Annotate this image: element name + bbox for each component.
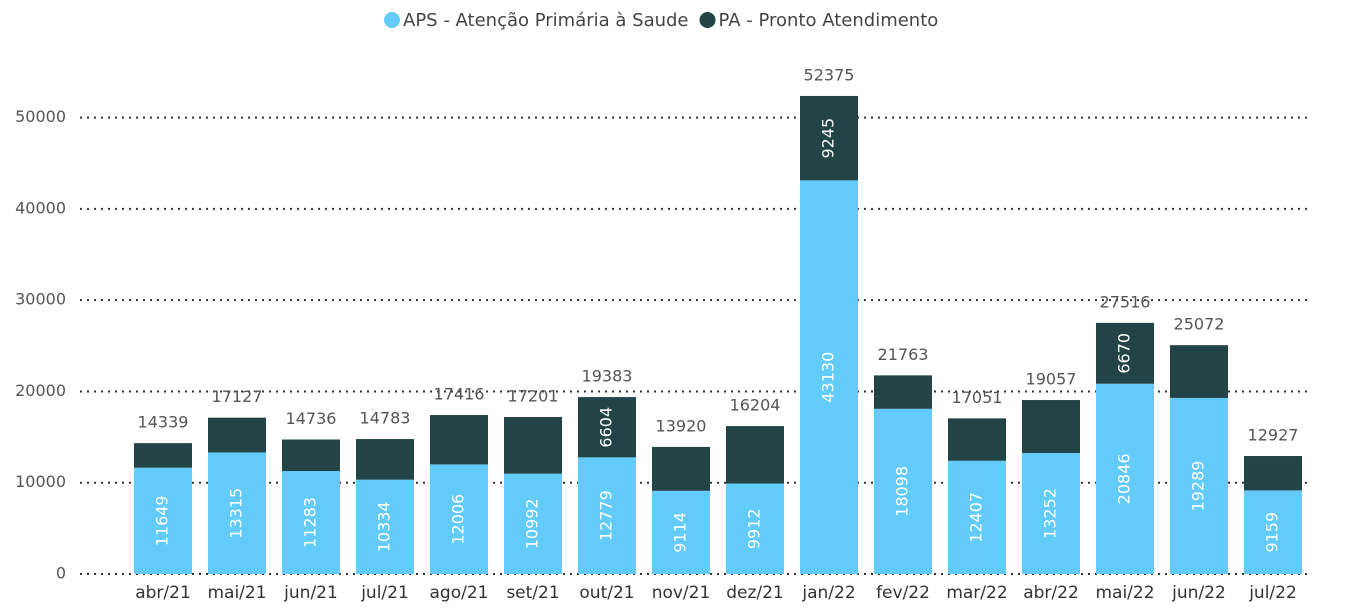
bar-segment bbox=[208, 417, 266, 453]
bar-segment bbox=[726, 426, 784, 484]
bar-segment bbox=[874, 375, 932, 409]
legend-label: PA - Pronto Atendimento bbox=[719, 10, 939, 31]
legend-marker bbox=[699, 12, 716, 28]
x-tick-label: ago/21 bbox=[430, 583, 489, 603]
x-tick-label: nov/21 bbox=[652, 583, 711, 603]
total-label: 12927 bbox=[1248, 426, 1299, 445]
bar-segment bbox=[356, 439, 414, 480]
bar-segment bbox=[1022, 453, 1080, 574]
x-tick-label: set/21 bbox=[506, 583, 559, 603]
bar-segment bbox=[208, 452, 266, 574]
y-tick-label: 40000 bbox=[15, 198, 66, 217]
y-tick-label: 30000 bbox=[15, 290, 66, 309]
bar-segment bbox=[1170, 397, 1228, 574]
x-tick-label: mai/22 bbox=[1095, 583, 1154, 603]
data-label: 43130 bbox=[819, 352, 838, 403]
bar-segment bbox=[430, 464, 488, 574]
total-label: 14736 bbox=[286, 409, 337, 428]
x-tick-label: jan/22 bbox=[801, 583, 855, 603]
data-label: 18098 bbox=[893, 466, 912, 517]
total-label: 19383 bbox=[582, 367, 633, 386]
total-label: 27516 bbox=[1100, 292, 1151, 311]
bar-segment bbox=[504, 473, 562, 574]
data-label: 12407 bbox=[967, 492, 986, 543]
data-label: 9912 bbox=[745, 508, 764, 549]
bar-segment bbox=[726, 483, 784, 574]
x-tick-label: jul/21 bbox=[360, 583, 409, 603]
y-tick-label: 0 bbox=[56, 564, 66, 583]
total-label: 19057 bbox=[1026, 370, 1077, 389]
bar-segment bbox=[430, 415, 488, 465]
bar-segment bbox=[1170, 345, 1228, 398]
x-tick-label: mar/22 bbox=[946, 583, 1007, 603]
data-label: 20846 bbox=[1115, 453, 1134, 504]
data-label: 12006 bbox=[449, 494, 468, 545]
data-label: 6670 bbox=[1115, 333, 1134, 374]
data-label: 13252 bbox=[1041, 488, 1060, 539]
total-label: 17201 bbox=[508, 387, 559, 406]
x-tick-label: jun/22 bbox=[1171, 583, 1226, 603]
bar-segment bbox=[1244, 456, 1302, 491]
bar-segment bbox=[356, 479, 414, 574]
bar-segment bbox=[874, 408, 932, 574]
total-label: 25072 bbox=[1174, 315, 1225, 334]
bar-segment bbox=[134, 467, 192, 574]
legend-label: APS - Atenção Primária à Saude bbox=[403, 10, 689, 31]
x-tick-label: out/21 bbox=[579, 583, 634, 603]
bar-segment bbox=[800, 180, 858, 574]
y-tick-label: 50000 bbox=[15, 107, 66, 126]
total-label: 17416 bbox=[434, 385, 485, 404]
data-label: 11283 bbox=[301, 497, 320, 548]
data-label: 9245 bbox=[819, 118, 838, 159]
x-tick-label: fev/22 bbox=[876, 583, 930, 603]
data-label: 6604 bbox=[597, 407, 616, 448]
bar-segment bbox=[282, 439, 340, 472]
data-label: 10992 bbox=[523, 498, 542, 549]
x-tick-label: mai/21 bbox=[207, 583, 266, 603]
total-label: 52375 bbox=[804, 65, 855, 84]
x-tick-label: abr/21 bbox=[135, 583, 191, 603]
bar-segment bbox=[1244, 490, 1302, 574]
data-label: 10334 bbox=[375, 501, 394, 552]
x-tick-label: jul/22 bbox=[1248, 583, 1297, 603]
total-label: 14339 bbox=[138, 413, 189, 432]
bar-segment bbox=[948, 460, 1006, 574]
bar-segment bbox=[652, 490, 710, 574]
bar-segment bbox=[1096, 383, 1154, 574]
total-label: 16204 bbox=[730, 396, 781, 415]
bar-segment bbox=[1022, 400, 1080, 454]
bar-segment bbox=[1096, 322, 1154, 384]
bar-segment bbox=[800, 95, 858, 181]
total-label: 17127 bbox=[212, 387, 263, 406]
x-tick-label: jun/21 bbox=[283, 583, 338, 603]
total-label: 17051 bbox=[952, 388, 1003, 407]
data-label: 19289 bbox=[1189, 461, 1208, 512]
data-label: 9159 bbox=[1263, 512, 1282, 553]
bar-segment bbox=[134, 443, 192, 468]
y-tick-label: 20000 bbox=[15, 381, 66, 400]
bar-segment bbox=[504, 417, 562, 474]
total-label: 21763 bbox=[878, 345, 929, 364]
data-label: 13315 bbox=[227, 488, 246, 539]
bar-segment bbox=[282, 471, 340, 574]
bar-segment bbox=[578, 457, 636, 574]
total-label: 14783 bbox=[360, 409, 411, 428]
bar-segment bbox=[948, 418, 1006, 461]
x-tick-label: abr/22 bbox=[1023, 583, 1079, 603]
bar-segment bbox=[652, 446, 710, 491]
data-label: 12779 bbox=[597, 490, 616, 541]
data-label: 11649 bbox=[153, 495, 172, 546]
x-tick-label: dez/21 bbox=[726, 583, 784, 603]
total-label: 13920 bbox=[656, 416, 707, 435]
bar-segment bbox=[578, 397, 636, 458]
y-tick-label: 10000 bbox=[15, 472, 66, 491]
data-label: 9114 bbox=[671, 512, 690, 553]
legend-marker bbox=[384, 12, 400, 28]
